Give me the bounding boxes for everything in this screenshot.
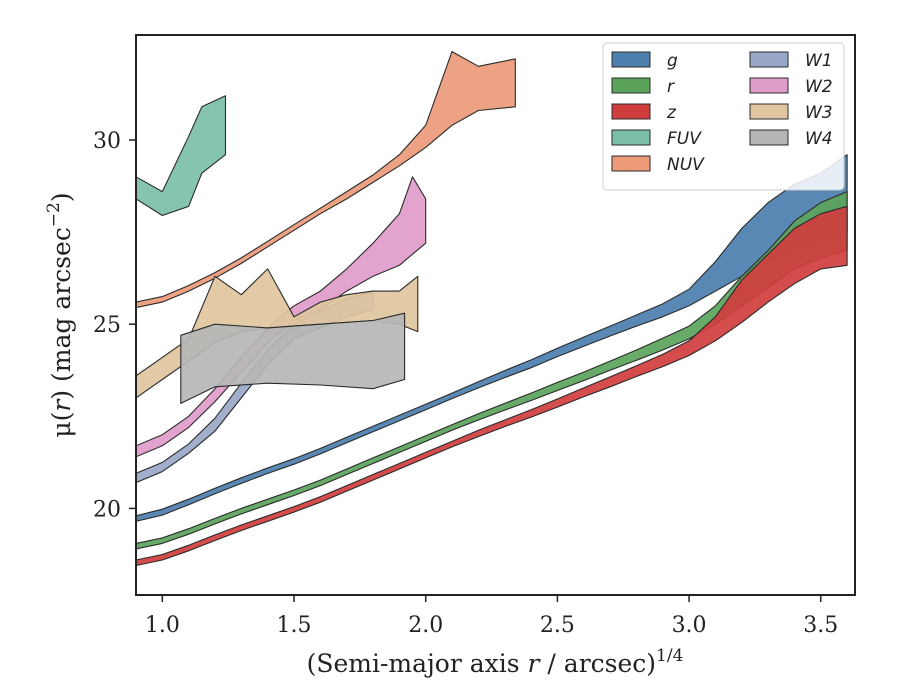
series-band-z bbox=[136, 205, 848, 567]
series-layer bbox=[136, 51, 848, 567]
x-axis-label: (Semi-major axis r / arcsec)1/4 bbox=[307, 646, 684, 678]
legend-label-w2: W2 bbox=[805, 77, 833, 97]
legend: grz FUV NUV W1 W2 W3 W4 bbox=[602, 42, 845, 191]
legend-swatch-w2 bbox=[749, 77, 789, 94]
legend-swatch-w4 bbox=[749, 129, 789, 146]
x-tick-label: 1.5 bbox=[277, 613, 312, 638]
y-tick-label: 20 bbox=[93, 497, 121, 522]
x-tick-label: 2.5 bbox=[540, 613, 575, 638]
legend-label-nuv: NUV bbox=[667, 155, 705, 175]
series-band-fuv bbox=[136, 95, 227, 217]
series-band-g bbox=[136, 154, 848, 522]
legend-label-z: z bbox=[666, 103, 677, 123]
legend-label-r: r bbox=[667, 77, 675, 97]
legend-label-w4: W4 bbox=[805, 129, 833, 149]
series-band-r bbox=[136, 191, 848, 550]
legend-swatch-w1 bbox=[749, 51, 789, 68]
y-tick-label: 30 bbox=[93, 129, 121, 154]
y-axis-label: μ(r) (mag arcsec−2) bbox=[44, 192, 76, 437]
legend-swatch-w3 bbox=[749, 103, 789, 120]
x-tick-label: 1.0 bbox=[145, 613, 180, 638]
axis-ticks: 1.0 1.5 2.0 2.5 3.0 3.5 20 25 30 bbox=[93, 129, 838, 638]
y-tick-label: 25 bbox=[93, 313, 121, 338]
legend-label-g: g bbox=[667, 51, 678, 71]
legend-swatch-g bbox=[611, 51, 651, 68]
x-tick-label: 3.0 bbox=[672, 613, 707, 638]
legend-label-w1: W1 bbox=[805, 51, 833, 71]
x-tick-label: 2.0 bbox=[408, 613, 443, 638]
plot-frame bbox=[135, 34, 856, 596]
legend-swatch-fuv bbox=[611, 129, 651, 146]
legend-label-fuv: FUV bbox=[667, 129, 702, 149]
legend-swatch-z bbox=[611, 103, 651, 120]
legend-swatch-r bbox=[611, 77, 651, 94]
legend-label-w3: W3 bbox=[805, 103, 833, 123]
series-band-w4 bbox=[180, 312, 406, 404]
x-tick-label: 3.5 bbox=[803, 613, 838, 638]
legend-swatch-nuv bbox=[611, 155, 651, 172]
series-band-nuv bbox=[136, 51, 516, 309]
